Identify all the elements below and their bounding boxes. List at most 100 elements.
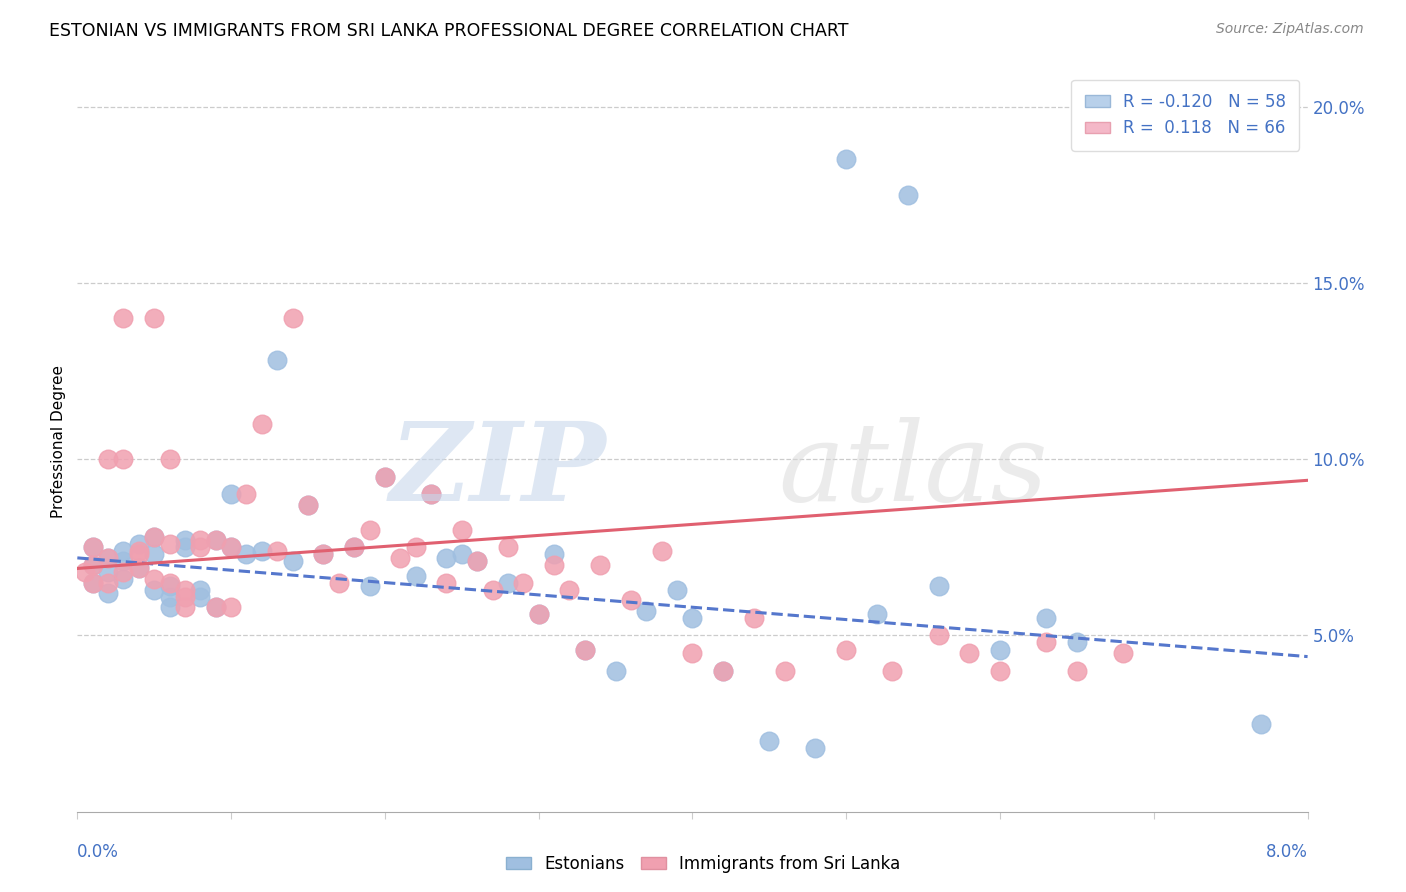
Point	[1035, 611, 1057, 625]
Point	[143, 547, 166, 561]
Point	[636, 604, 658, 618]
Point	[82, 558, 104, 572]
Point	[666, 582, 689, 597]
Point	[988, 664, 1011, 678]
Point	[97, 452, 120, 467]
Point	[190, 533, 212, 548]
Point	[682, 611, 704, 625]
Point	[128, 547, 150, 561]
Point	[928, 579, 950, 593]
Point	[558, 582, 581, 597]
Point	[1250, 716, 1272, 731]
Point	[174, 590, 197, 604]
Point	[882, 664, 904, 678]
Text: 8.0%: 8.0%	[1265, 843, 1308, 861]
Point	[758, 734, 780, 748]
Point	[928, 628, 950, 642]
Point	[128, 537, 150, 551]
Point	[835, 642, 858, 657]
Point	[481, 582, 503, 597]
Point	[159, 452, 181, 467]
Point	[957, 646, 980, 660]
Point	[711, 664, 734, 678]
Point	[312, 547, 335, 561]
Point	[527, 607, 550, 622]
Point	[174, 582, 197, 597]
Legend: R = -0.120   N = 58, R =  0.118   N = 66: R = -0.120 N = 58, R = 0.118 N = 66	[1071, 79, 1299, 151]
Point	[465, 554, 488, 568]
Point	[711, 664, 734, 678]
Point	[112, 452, 135, 467]
Point	[312, 547, 335, 561]
Point	[328, 575, 350, 590]
Point	[73, 565, 96, 579]
Point	[143, 311, 166, 326]
Point	[82, 541, 104, 555]
Point	[97, 586, 120, 600]
Point	[682, 646, 704, 660]
Point	[219, 541, 242, 555]
Point	[204, 533, 226, 548]
Text: atlas: atlas	[779, 417, 1049, 524]
Point	[159, 579, 181, 593]
Point	[343, 541, 366, 555]
Point	[143, 572, 166, 586]
Legend: Estonians, Immigrants from Sri Lanka: Estonians, Immigrants from Sri Lanka	[499, 848, 907, 880]
Point	[112, 544, 135, 558]
Text: ESTONIAN VS IMMIGRANTS FROM SRI LANKA PROFESSIONAL DEGREE CORRELATION CHART: ESTONIAN VS IMMIGRANTS FROM SRI LANKA PR…	[49, 22, 849, 40]
Point	[143, 530, 166, 544]
Point	[436, 550, 458, 565]
Point	[82, 575, 104, 590]
Point	[159, 575, 181, 590]
Point	[219, 600, 242, 615]
Point	[527, 607, 550, 622]
Point	[250, 417, 273, 431]
Point	[97, 550, 120, 565]
Point	[159, 590, 181, 604]
Point	[359, 523, 381, 537]
Point	[543, 558, 565, 572]
Point	[835, 153, 858, 167]
Point	[204, 600, 226, 615]
Point	[82, 558, 104, 572]
Point	[343, 541, 366, 555]
Point	[159, 537, 181, 551]
Point	[773, 664, 796, 678]
Point	[266, 353, 288, 368]
Point	[405, 541, 427, 555]
Point	[620, 593, 643, 607]
Point	[219, 541, 242, 555]
Point	[1066, 635, 1088, 649]
Point	[82, 541, 104, 555]
Point	[190, 541, 212, 555]
Point	[97, 550, 120, 565]
Point	[1112, 646, 1135, 660]
Point	[1066, 664, 1088, 678]
Point	[190, 590, 212, 604]
Point	[112, 572, 135, 586]
Point	[235, 487, 257, 501]
Point	[174, 600, 197, 615]
Point	[297, 498, 319, 512]
Point	[297, 498, 319, 512]
Point	[143, 530, 166, 544]
Point	[389, 550, 412, 565]
Point	[574, 642, 596, 657]
Point	[420, 487, 443, 501]
Point	[204, 600, 226, 615]
Point	[450, 547, 472, 561]
Point	[589, 558, 612, 572]
Point	[190, 582, 212, 597]
Point	[174, 541, 197, 555]
Point	[651, 544, 673, 558]
Point	[97, 575, 120, 590]
Point	[82, 575, 104, 590]
Point	[742, 611, 765, 625]
Point	[204, 533, 226, 548]
Point	[543, 547, 565, 561]
Point	[574, 642, 596, 657]
Point	[1035, 635, 1057, 649]
Point	[496, 575, 519, 590]
Point	[128, 561, 150, 575]
Point	[219, 487, 242, 501]
